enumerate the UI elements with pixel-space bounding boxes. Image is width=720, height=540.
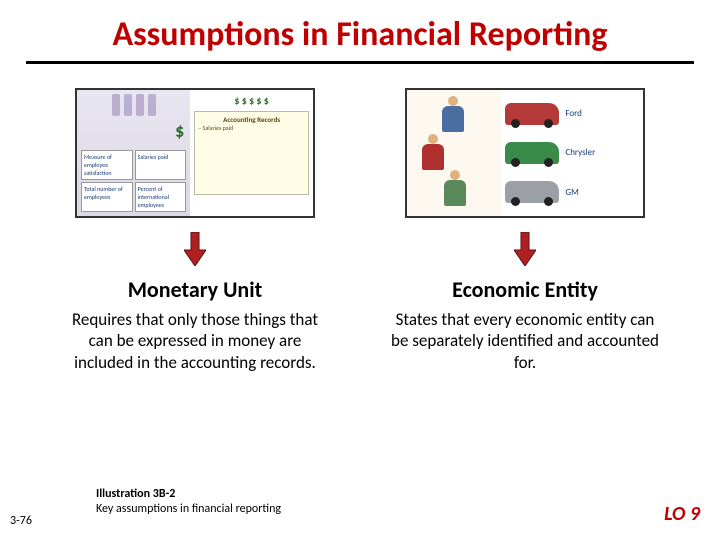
grid-cell: Total number of employees <box>81 182 133 212</box>
dollars-row: $ $ $ $ $ <box>194 94 309 107</box>
caption-number: Illustration 3B-2 <box>96 487 281 501</box>
person-icon <box>417 134 449 174</box>
brand-label: GM <box>565 187 578 198</box>
car-row: Chrysler <box>505 142 639 164</box>
down-arrow-icon <box>514 232 536 266</box>
grid-cell: Measure of employee satisfaction <box>81 150 133 180</box>
doc-line: – Salaries paid <box>198 124 305 132</box>
dollar-icon: $ <box>175 120 184 142</box>
right-heading: Economic Entity <box>452 276 598 303</box>
car-icon <box>505 181 559 203</box>
left-description: Requires that only those things that can… <box>55 309 335 373</box>
left-column: $ Measure of employee satisfaction Salar… <box>55 88 335 373</box>
economic-entity-illustration: Ford Chrysler GM <box>405 88 645 218</box>
illustration-caption: Illustration 3B-2 Key assumptions in fin… <box>96 487 281 516</box>
right-column: Ford Chrysler GM Economic Entity States … <box>385 88 665 373</box>
learning-objective: LO 9 <box>664 502 700 526</box>
person-icon <box>439 170 471 210</box>
doc-title: Accounting Records <box>198 115 305 124</box>
car-icon <box>505 142 559 164</box>
left-heading: Monetary Unit <box>128 276 263 303</box>
grid-cell: Percent of international employees <box>135 182 187 212</box>
brand-label: Chrysler <box>565 147 595 158</box>
page-title: Assumptions in Financial Reporting <box>0 0 720 61</box>
right-description: States that every economic entity can be… <box>385 309 665 373</box>
two-column-layout: $ Measure of employee satisfaction Salar… <box>0 88 720 373</box>
records-document: Accounting Records – Salaries paid <box>194 111 309 195</box>
monetary-unit-illustration: $ Measure of employee satisfaction Salar… <box>75 88 315 218</box>
car-icon <box>505 103 559 125</box>
page-number: 3-76 <box>10 514 32 528</box>
divider <box>26 61 694 64</box>
brand-label: Ford <box>565 108 582 119</box>
car-row: GM <box>505 181 639 203</box>
car-row: Ford <box>505 103 639 125</box>
person-icon <box>437 96 469 136</box>
grid-cell: Salaries paid <box>135 150 187 180</box>
down-arrow-icon <box>184 232 206 266</box>
caption-text: Key assumptions in financial reporting <box>96 502 281 516</box>
